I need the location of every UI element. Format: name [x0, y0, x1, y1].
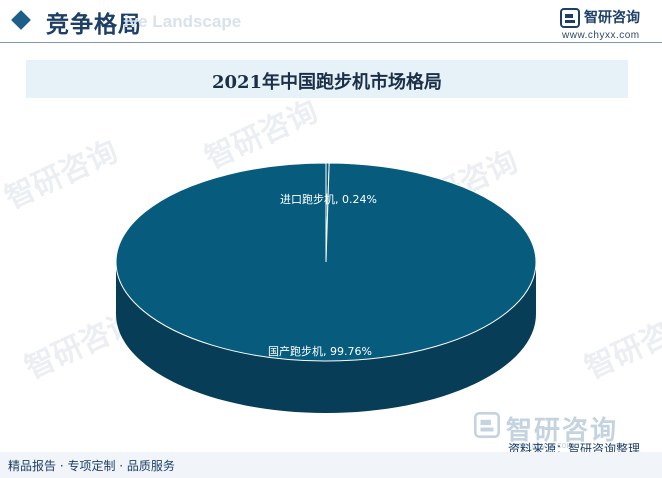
bottom-brand-name: 智研咨询: [506, 416, 619, 446]
section-header: 竞争格局 ive Landscape: [0, 0, 662, 44]
pie-slice: [115, 162, 537, 362]
header-divider: [0, 42, 662, 43]
bottom-brand-watermark: 智研咨询 www.chyxx.com: [474, 410, 644, 450]
brand-url: www.chyxx.com: [562, 30, 640, 41]
footer-slogan: 精品报告 · 专项定制 · 品质服务: [8, 459, 175, 473]
bottom-brand-url: www.chyxx.com: [510, 440, 575, 450]
header-watermark: ive Landscape: [124, 12, 242, 31]
brand-logo-icon: [474, 412, 500, 438]
brand-logo-icon: [560, 8, 580, 28]
footer-band: 精品报告 · 专项定制 · 品质服务: [0, 452, 662, 478]
chart-title: 2021年中国跑步机市场格局: [211, 72, 443, 93]
pie-side-wall: [116, 262, 536, 413]
brand-logo-block: 智研咨询 www.chyxx.com: [560, 6, 660, 42]
section-title: 竞争格局: [46, 12, 142, 38]
chart-title-banner: 2021年中国跑步机市场格局: [26, 60, 628, 98]
pie-data-label: 国产跑步机, 99.76%: [268, 344, 372, 358]
brand-name: 智研咨询: [584, 10, 640, 26]
pie-data-label: 进口跑步机, 0.24%: [280, 192, 377, 206]
